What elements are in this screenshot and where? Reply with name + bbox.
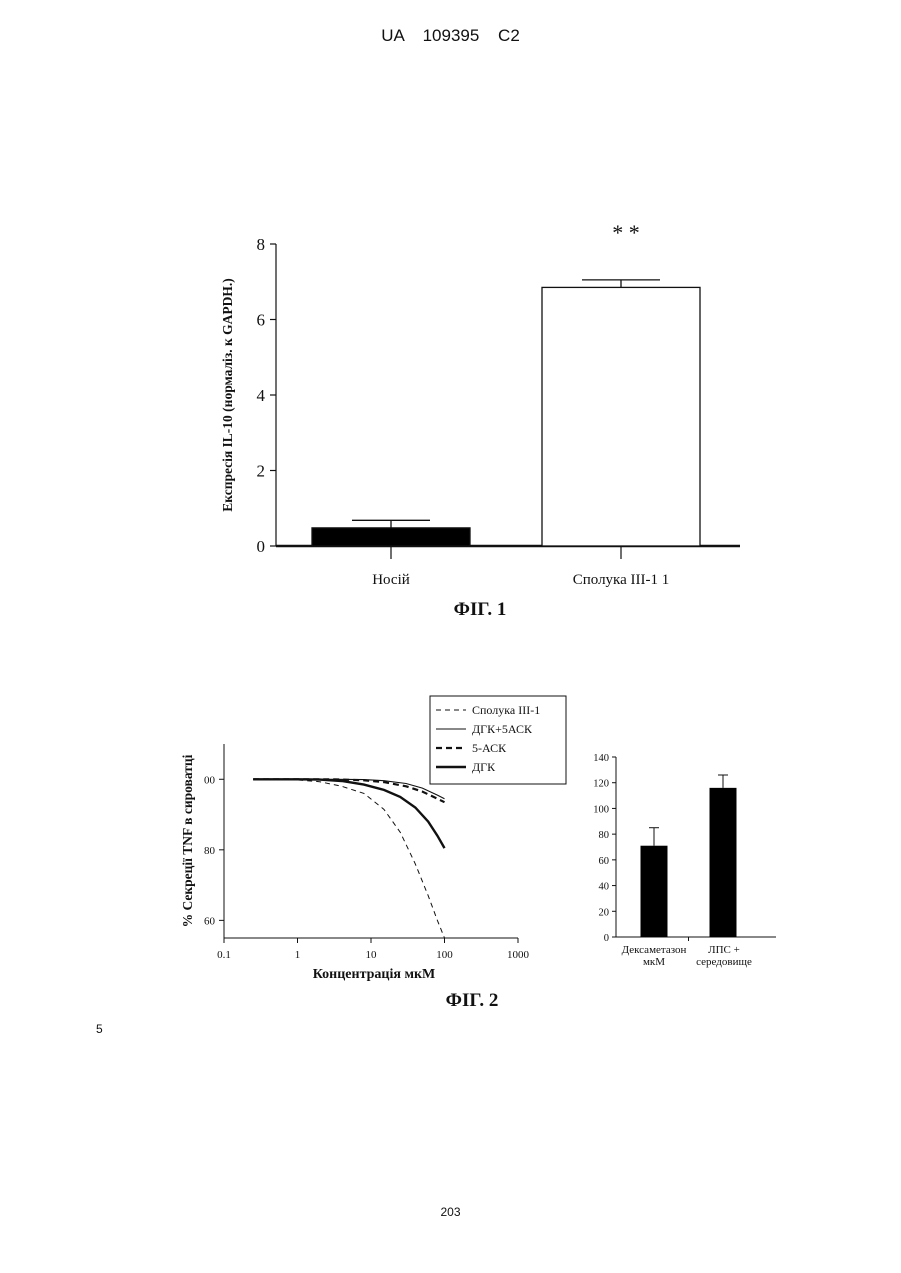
fig2-bar-category-label: мкМ [643, 956, 665, 968]
fig2-bar-y-tick-label: 100 [593, 804, 609, 815]
fig2-y-tick-label: 80 [204, 845, 216, 857]
fig1-y-tick-label: 4 [257, 386, 266, 405]
fig2-x-tick-label: 1 [295, 949, 301, 961]
fig2-legend-entry: 5-АСК [472, 741, 507, 755]
fig1-x-tick-label: Сполука III-1 1 [573, 572, 670, 588]
fig2-legend-entry: ДГК+5АСК [472, 722, 533, 736]
fig2-bar-category-label: ЛПС + [708, 944, 740, 956]
fig1-y-axis-label: Експресія IL-10 (нормаліз. к GAPDH.) [220, 278, 235, 512]
fig1-x-tick-label: Носій [372, 572, 410, 588]
fig1-y-tick-label: 0 [257, 537, 266, 556]
fig2-bar-category-label: Дексаметазон [622, 944, 687, 956]
figure-2-charts: 0.11101001000608000 Сполука III-1ДГК+5АС… [0, 680, 901, 1020]
fig2-x-tick-label: 1000 [507, 949, 530, 961]
fig1-y-tick-label: 6 [257, 311, 266, 330]
fig1-bar [542, 287, 700, 546]
fig1-y-tick-label: 2 [257, 462, 266, 481]
fig2-bar-category-label: середовище [696, 956, 752, 968]
fig1-significance-marker: * * [612, 220, 640, 245]
fig2-legend-entry: ДГК [472, 760, 496, 774]
fig2-bar-y-tick-label: 140 [593, 753, 609, 764]
fig1-bars [312, 280, 700, 546]
fig1-y-tick-label: 8 [257, 235, 266, 254]
fig1-bar [312, 528, 470, 546]
fig2-y-axis-label: % Секреції TNF в сироватці [180, 754, 195, 927]
fig2-series-line [253, 779, 444, 938]
fig2-bar-y-tick-label: 40 [599, 882, 610, 893]
fig2-bar-y-tick-label: 20 [599, 907, 610, 918]
fig2-bar-y-tick-label: 60 [599, 856, 610, 867]
margin-line-number: 5 [96, 1022, 103, 1036]
fig2-bar [710, 788, 737, 937]
fig2-legend-entry: Сполука III-1 [472, 703, 540, 717]
fig2-bars [641, 775, 737, 937]
fig2-bar [641, 846, 668, 937]
fig2-y-tick-label: 00 [204, 774, 216, 786]
fig2-bar-axes: 0 20 40 60 80 100 120 140 ДексаметазонмкМ ЛПС +се… [593, 753, 776, 968]
fig2-bar-y-tick-label: 120 [593, 779, 609, 790]
fig1-caption: ФІГ. 1 [454, 599, 507, 620]
fig2-x-tick-label: 100 [436, 949, 453, 961]
fig2-x-tick-label: 0.1 [217, 949, 231, 961]
fig2-line-series [253, 779, 444, 938]
fig2-y-tick-label: 60 [204, 915, 216, 927]
fig2-bar-y-tick-label: 0 [604, 933, 609, 944]
fig2-caption: ФІГ. 2 [446, 990, 499, 1011]
fig2-x-axis-label: Концентрація мкМ [313, 967, 436, 982]
page-number: 203 [0, 1205, 901, 1219]
fig2-bar-y-tick-label: 80 [599, 830, 610, 841]
figure-1-chart: Експресія IL-10 (нормаліз. к GAPDH.) 0 2 4… [0, 0, 901, 640]
fig2-legend: Сполука III-1 ДГК+5АСК 5-АСК ДГК [430, 696, 566, 784]
fig2-x-tick-label: 10 [366, 949, 378, 961]
